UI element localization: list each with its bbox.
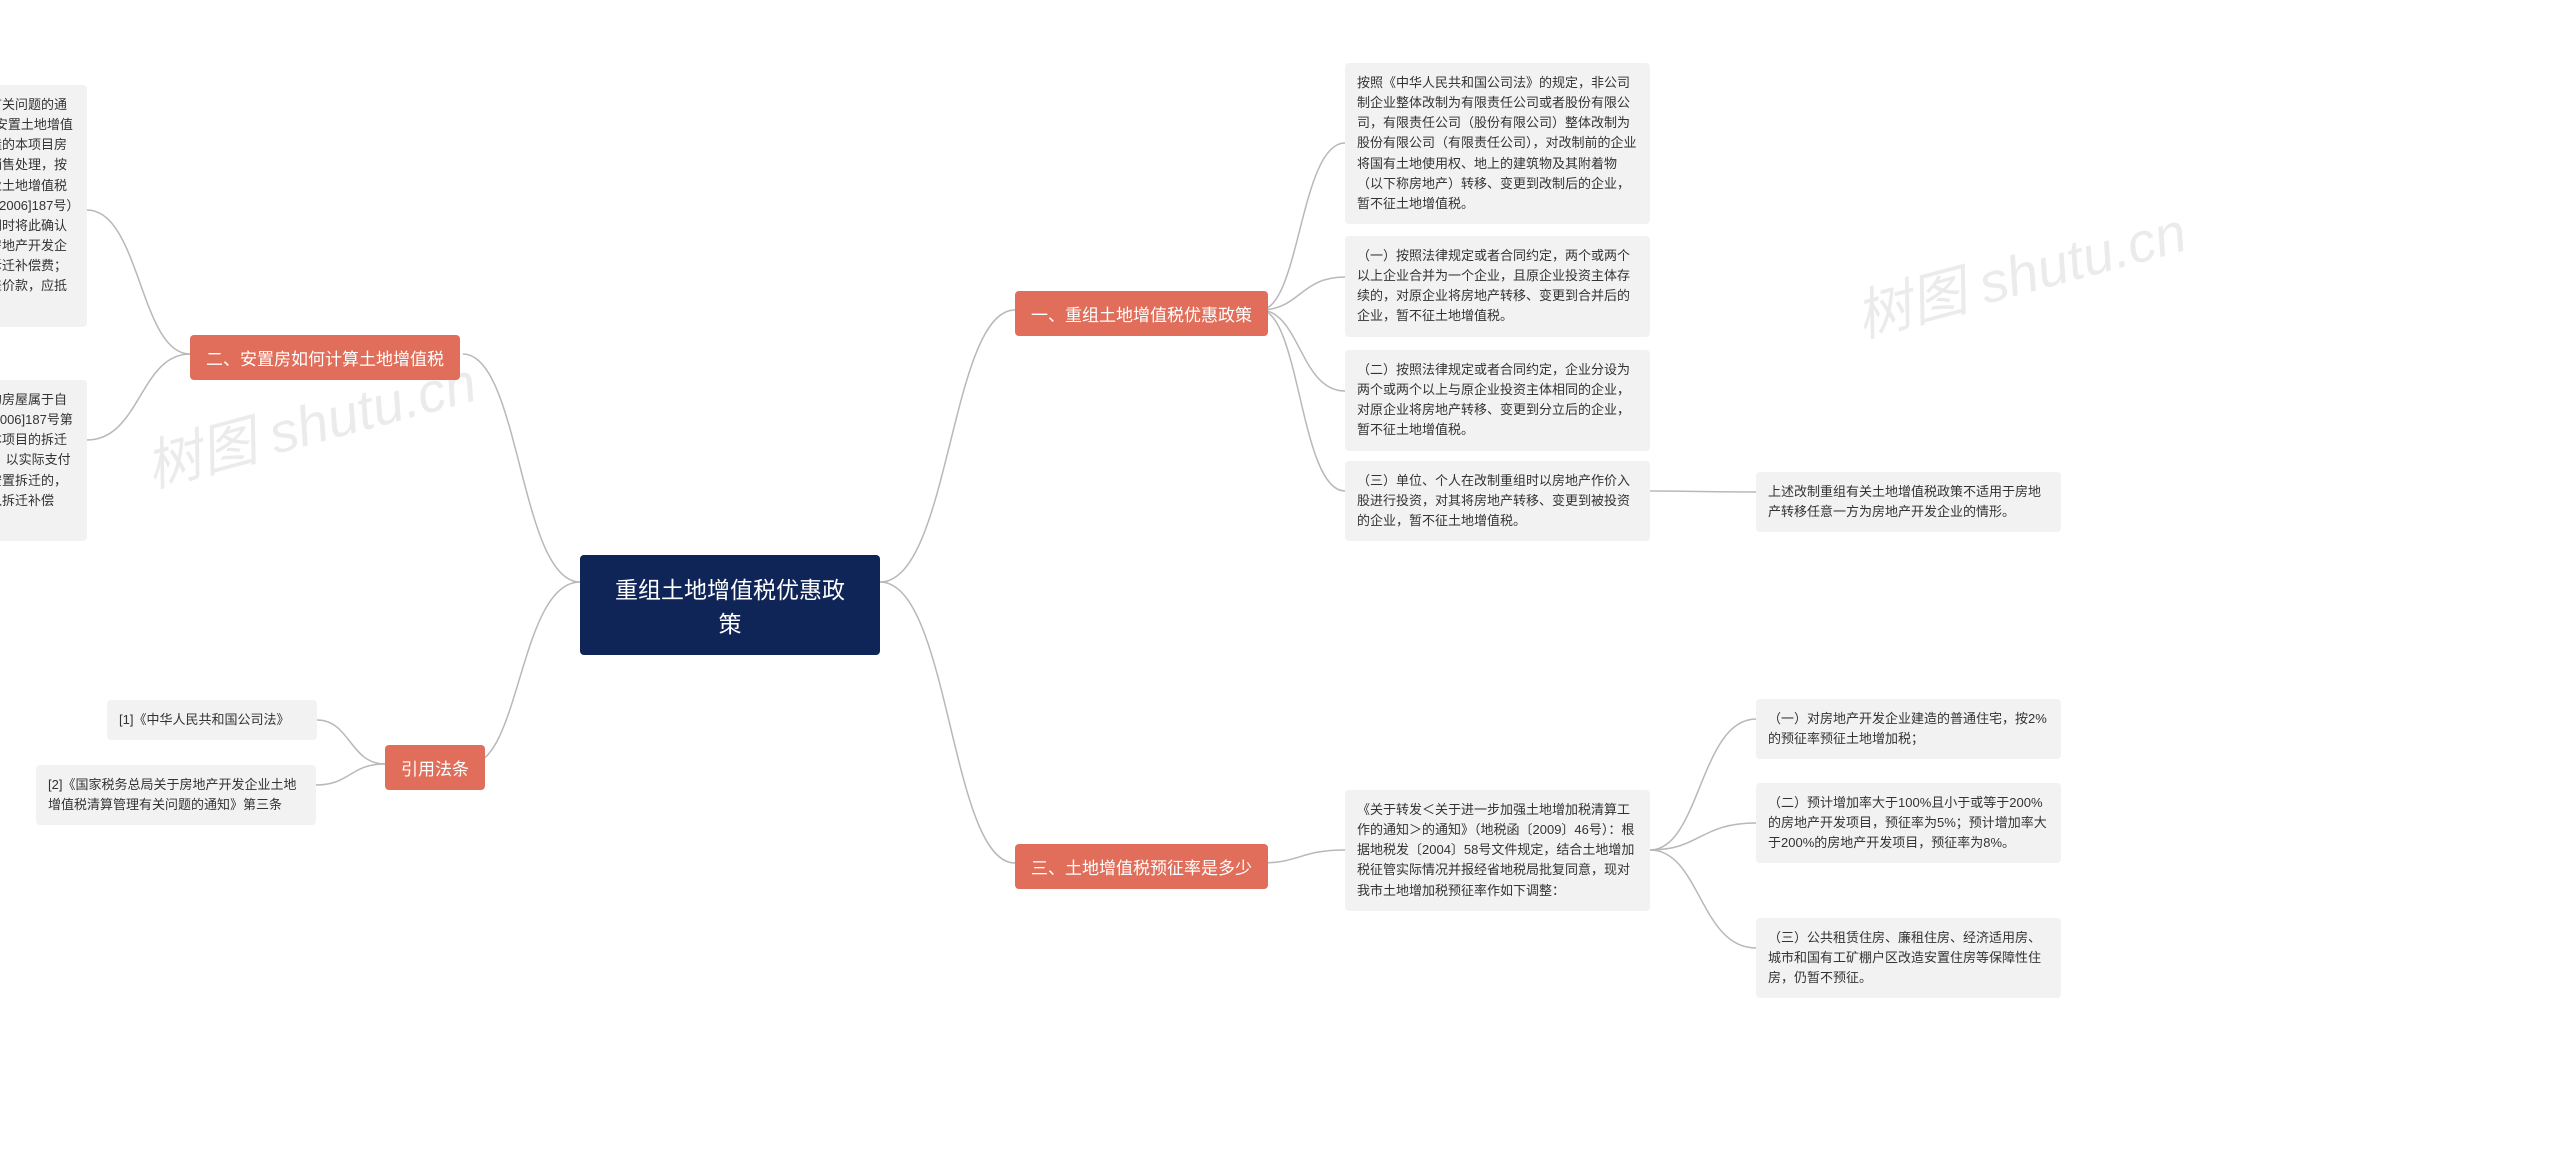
leaf-2-2: 开发企业采取异地安置，异地安置的房屋属于自行开发建造的，房屋价值按国税发[200… xyxy=(0,380,87,541)
branch-section-3: 三、土地增值税预征率是多少 xyxy=(1015,844,1268,889)
leaf-2-1: 国家税务总局关于土地增值税清算有关问题的通知国税函[2010]220号六、关于拆… xyxy=(0,85,87,327)
leaf-3-1: 《关于转发＜关于进一步加强土地增加税清算工作的通知＞的通知》（地税函〔2009〕… xyxy=(1345,790,1650,911)
branch-section-2: 二、安置房如何计算土地增值税 xyxy=(190,335,460,380)
leaf-3-1-2: （二）预计增加率大于100%且小于或等于200%的房地产开发项目，预征率为5%；… xyxy=(1756,783,2061,863)
leaf-1-3: （二）按照法律规定或者合同约定，企业分设为两个或两个以上与原企业投资主体相同的企… xyxy=(1345,350,1650,451)
watermark-right: 树图 shutu.cn xyxy=(1845,187,2194,353)
leaf-3-1-1: （一）对房地产开发企业建造的普通住宅，按2%的预征率预征土地增加税； xyxy=(1756,699,2061,759)
root-node: 重组土地增值税优惠政策 xyxy=(580,555,880,655)
branch-references: 引用法条 xyxy=(385,745,485,790)
leaf-4-2: [2]《国家税务总局关于房地产开发企业土地增值税清算管理有关问题的通知》第三条 xyxy=(36,765,316,825)
branch-section-1: 一、重组土地增值税优惠政策 xyxy=(1015,291,1268,336)
leaf-1-2: （一）按照法律规定或者合同约定，两个或两个以上企业合并为一个企业，且原企业投资主… xyxy=(1345,236,1650,337)
connector-lines xyxy=(0,0,2560,1165)
leaf-3-1-3: （三）公共租赁住房、廉租住房、经济适用房、城市和国有工矿棚户区改造安置住房等保障… xyxy=(1756,918,2061,998)
leaf-4-1: [1]《中华人民共和国公司法》 xyxy=(107,700,317,740)
leaf-1-4: （三）单位、个人在改制重组时以房地产作价入股进行投资，对其将房地产转移、变更到被… xyxy=(1345,461,1650,541)
leaf-1-1: 按照《中华人民共和国公司法》的规定，非公司制企业整体改制为有限责任公司或者股份有… xyxy=(1345,63,1650,224)
leaf-1-4-1: 上述改制重组有关土地增值税政策不适用于房地产转移任意一方为房地产开发企业的情形。 xyxy=(1756,472,2061,532)
